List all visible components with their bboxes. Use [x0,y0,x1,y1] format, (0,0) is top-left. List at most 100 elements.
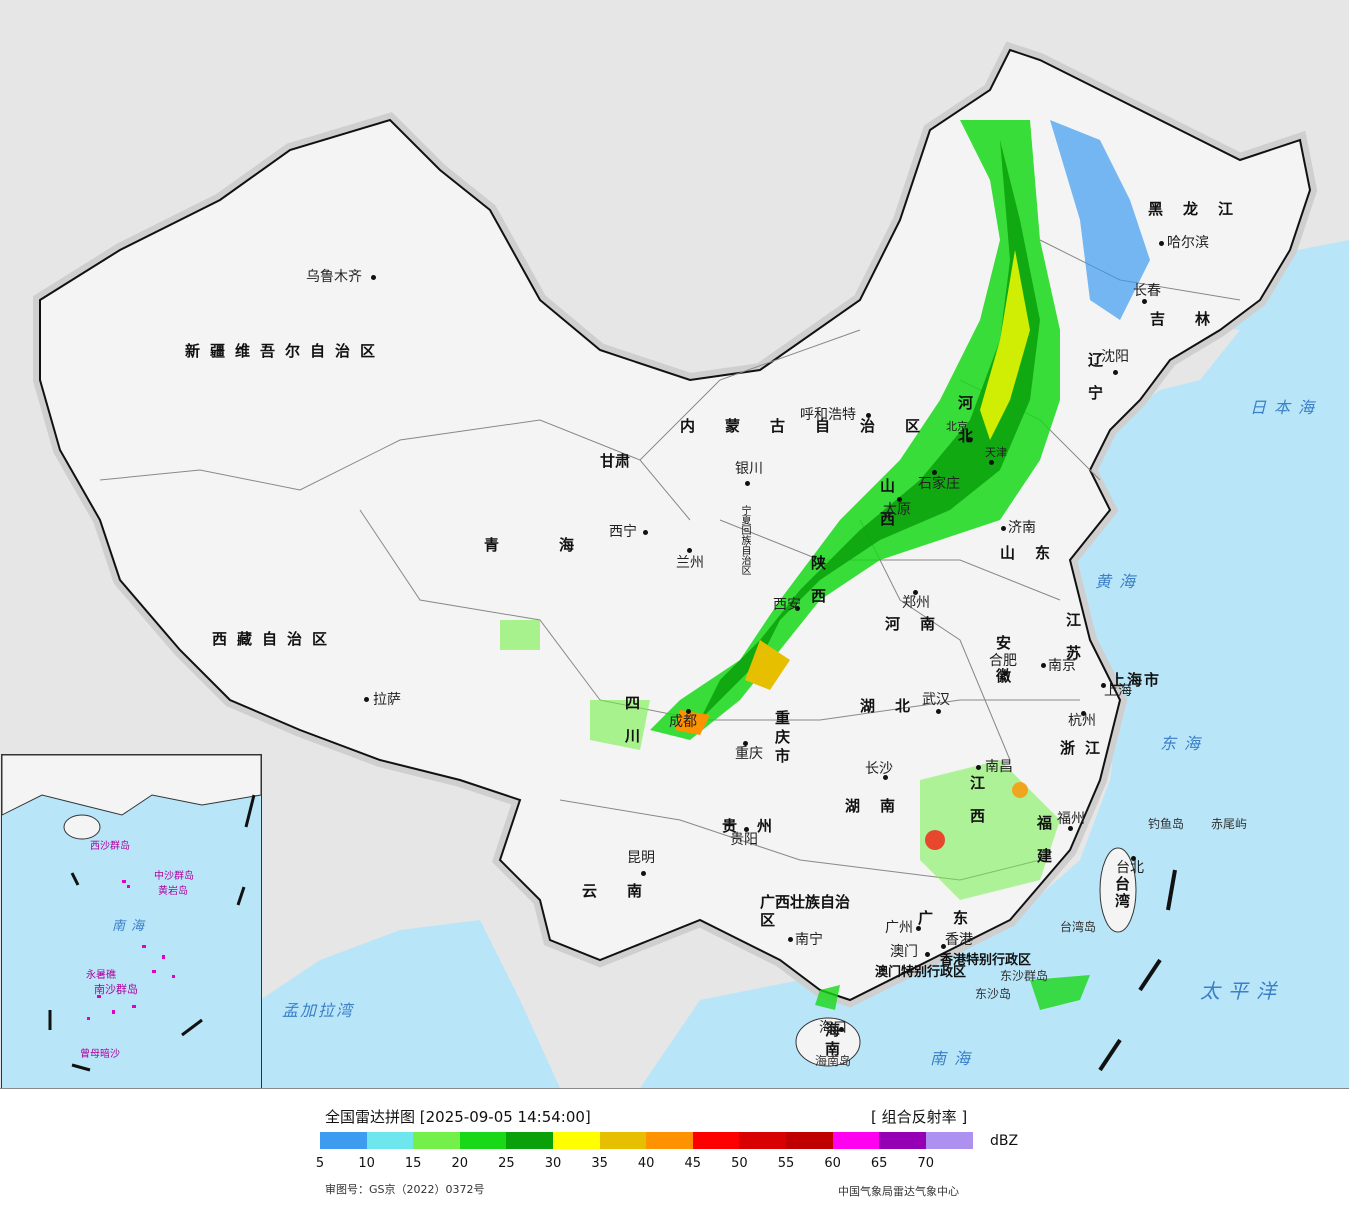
maritime-boundary [1098,869,1177,1072]
city-marker [1081,711,1086,716]
radar-echoes [500,120,1150,1010]
city-marker [1101,683,1106,688]
legend-product: [ 组合反射率 ] [871,1108,968,1126]
province-label: 浙江 [1060,739,1111,757]
sea-label: 东海 [1160,734,1209,753]
city-label[interactable]: 香港 [945,932,973,948]
city-label[interactable]: 济南 [1008,520,1036,536]
city-label[interactable]: 西宁 [609,524,637,540]
city-marker [866,413,871,418]
city-label[interactable]: 合肥 [989,653,1017,669]
province-label: 福建 [1035,815,1053,881]
city-label[interactable]: 广州 [885,920,913,936]
city-marker [1131,856,1136,861]
city-marker [371,275,376,280]
city-label[interactable]: 成都 [669,714,697,730]
province-label: 贵州 [722,817,793,835]
city-marker [643,530,648,535]
sea-label: 太平洋 [1200,979,1284,1003]
sea-label: 孟加拉湾 [282,1001,355,1020]
city-marker [687,548,692,553]
province-label: 山东 [1000,544,1071,562]
city-label[interactable]: 呼和浩特 [800,407,856,423]
scale-tick-label: 45 [684,1156,702,1171]
scale-tick-label: 10 [358,1156,375,1171]
province-label: 西藏自治区 [212,630,338,648]
province-label: 台湾 [1113,876,1131,910]
city-label[interactable]: 长春 [1133,283,1161,299]
city-label[interactable]: 南昌 [985,759,1013,775]
scale-tick-label: 5 [315,1156,325,1171]
city-label[interactable]: 哈尔滨 [1167,235,1209,251]
scale-tick-label: 60 [824,1156,841,1171]
city-marker [932,470,937,475]
city-label[interactable]: 石家庄 [918,476,960,492]
south-china-sea-inset[interactable]: 南海 中沙群岛 黄岩岛 南沙群岛 曾母暗沙 永暑礁 西沙群岛 [1,754,262,1088]
island-label: 台湾岛 [1060,920,1097,934]
city-label[interactable]: 南京 [1048,658,1076,674]
color-swatch [692,1132,740,1149]
city-label[interactable]: 天津 [985,446,1007,459]
city-label[interactable]: 武汉 [922,692,950,708]
city-label[interactable]: 西安 [773,597,801,613]
province-label: 广西壮族自治区 [760,893,851,929]
province-label: 新疆维吾尔自治区 [185,342,386,360]
scale-tick-label: 25 [498,1156,515,1171]
city-label[interactable]: 北京 [946,420,968,433]
color-swatch [786,1132,833,1149]
city-marker [1003,671,1008,676]
color-swatch [832,1132,880,1149]
city-marker [913,590,918,595]
island-label: 东沙岛 [975,987,1012,1001]
city-label[interactable]: 沈阳 [1101,349,1129,365]
color-swatch [599,1132,647,1149]
scale-tick-label: 65 [870,1156,888,1171]
city-label[interactable]: 贵阳 [730,832,758,848]
province-label: 上海市 [1110,671,1162,689]
scale-tick-label: 30 [544,1156,562,1171]
city-marker [686,709,691,714]
city-marker [967,437,972,442]
city-label[interactable]: 兰州 [676,555,704,571]
inset-label: 中沙群岛 [154,871,194,882]
city-marker [897,497,902,502]
city-label[interactable]: 郑州 [902,595,930,611]
scale-tick-label: 40 [637,1156,655,1171]
legend-title: 全国雷达拼图 [2025-09-05 14:54:00] [325,1108,591,1126]
city-label[interactable]: 长沙 [865,761,893,777]
sea-label: 日本海 [1250,398,1323,417]
city-label[interactable]: 杭州 [1068,713,1096,729]
city-label[interactable]: 昆明 [627,850,655,866]
sea-label: 黄海 [1095,572,1144,591]
color-swatch [739,1132,787,1149]
inset-label: 西沙群岛 [90,841,130,852]
radar-map[interactable]: 日本海 黄海 东海 太平洋 南海 孟加拉湾 新疆维吾尔自治区 西藏自治区 青海 … [0,0,1349,1088]
province-label: 湖北 [860,697,931,715]
city-label[interactable]: 澳门 [890,944,918,960]
inset-label: 南沙群岛 [94,983,138,996]
city-marker [795,606,800,611]
city-marker [1001,526,1006,531]
province-label: 湖南 [845,797,916,815]
city-marker [976,765,981,770]
city-label[interactable]: 拉萨 [373,692,401,708]
color-swatch [925,1132,973,1149]
city-marker [788,937,793,942]
color-swatch [646,1132,694,1149]
inset-sea-label: 南海 [112,919,151,934]
city-label[interactable]: 台北 [1116,860,1144,876]
province-label: 河北 [956,395,974,461]
legend-unit: dBZ [990,1133,1019,1149]
province-label: 江苏 [1064,612,1082,678]
city-label[interactable]: 福州 [1057,811,1085,827]
city-label[interactable]: 重庆 [735,746,763,762]
city-label[interactable]: 银川 [735,461,763,477]
inset-canvas [2,755,261,1072]
color-swatch [459,1132,507,1149]
scale-tick-label: 70 [917,1156,935,1171]
map-canvas [33,41,1349,1088]
city-label[interactable]: 太原 [883,502,911,518]
city-label[interactable]: 南宁 [795,932,823,948]
city-label[interactable]: 上海 [1104,683,1132,699]
city-label[interactable]: 乌鲁木齐 [306,269,362,285]
